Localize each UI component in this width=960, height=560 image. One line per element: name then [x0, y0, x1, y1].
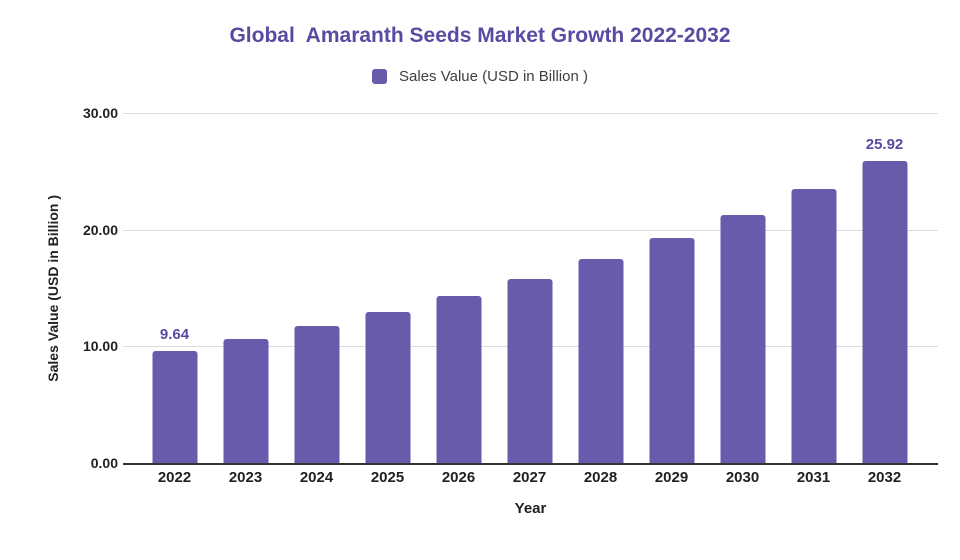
y-tick-label: 20.00	[82, 221, 118, 238]
legend-label: Sales Value (USD in Billion )	[399, 68, 588, 85]
x-tick-label-2028: 2028	[583, 469, 618, 486]
bar-slot-2027	[494, 113, 565, 463]
gridline	[123, 229, 938, 231]
bar-slot-2023	[210, 113, 281, 463]
bar-slot-2028	[565, 113, 636, 463]
data-label-2022: 9.64	[159, 325, 190, 343]
bar-2022	[152, 350, 197, 463]
bar-slot-2022: 9.64	[139, 113, 210, 463]
bar-2024	[294, 325, 339, 463]
x-tick-label-2024: 2024	[299, 469, 334, 486]
x-tick-label-2023: 2023	[228, 469, 263, 486]
x-tick-label-2032: 2032	[867, 469, 902, 486]
x-tick-label-2027: 2027	[512, 469, 547, 486]
x-tick-label-2025: 2025	[370, 469, 405, 486]
bar-slot-2024	[281, 113, 352, 463]
data-label-2032: 25.92	[865, 135, 904, 153]
x-tick-label-2031: 2031	[796, 469, 831, 486]
plot-area: 9.64 25.92	[123, 113, 938, 465]
bar-2028	[578, 259, 623, 463]
x-tick-label-2022: 2022	[157, 469, 192, 486]
bar-2030	[720, 214, 765, 463]
bar-2026	[436, 295, 481, 463]
bar-slot-2031	[778, 113, 849, 463]
bar-slot-2030	[707, 113, 778, 463]
bar-2032	[862, 160, 907, 463]
x-axis-title: Year	[514, 500, 547, 517]
y-axis-labels: 30.00 20.00 10.00 0.00	[58, 105, 118, 471]
bar-slot-2032: 25.92	[849, 113, 920, 463]
x-tick-label-2026: 2026	[441, 469, 476, 486]
bar-slot-2029	[636, 113, 707, 463]
bar-2027	[507, 278, 552, 463]
y-tick-label: 0.00	[90, 455, 118, 471]
legend-swatch	[372, 69, 388, 84]
gridline	[123, 113, 938, 114]
bars: 9.64 25.92	[139, 113, 920, 463]
legend: Sales Value (USD in Billion )	[0, 68, 960, 85]
x-tick-label-2030: 2030	[725, 469, 760, 486]
bar-slot-2025	[352, 113, 423, 463]
bar-2029	[649, 238, 694, 463]
y-tick-label: 30.00	[82, 105, 118, 121]
bar-2023	[223, 338, 268, 463]
chart-title: Global Amaranth Seeds Market Growth 2022…	[229, 24, 731, 47]
bar-2025	[365, 311, 410, 463]
bar-2031	[791, 189, 836, 463]
x-axis-labels: 2022 2023 2024 2025 2026 2027 2028 2029 2030 2031…	[139, 469, 920, 486]
x-tick-label-2029: 2029	[654, 469, 689, 486]
y-tick-label: 10.00	[82, 338, 118, 355]
bar-slot-2026	[423, 113, 494, 463]
